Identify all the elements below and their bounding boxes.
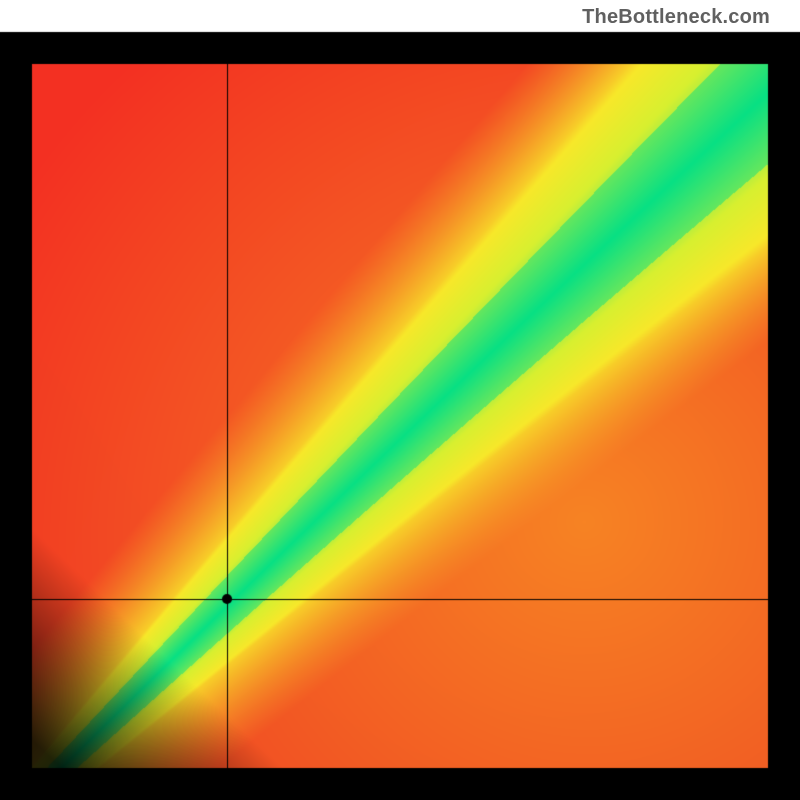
bottleneck-heatmap <box>0 0 800 800</box>
chart-container: TheBottleneck.com <box>0 0 800 800</box>
watermark-text: TheBottleneck.com <box>582 6 770 29</box>
